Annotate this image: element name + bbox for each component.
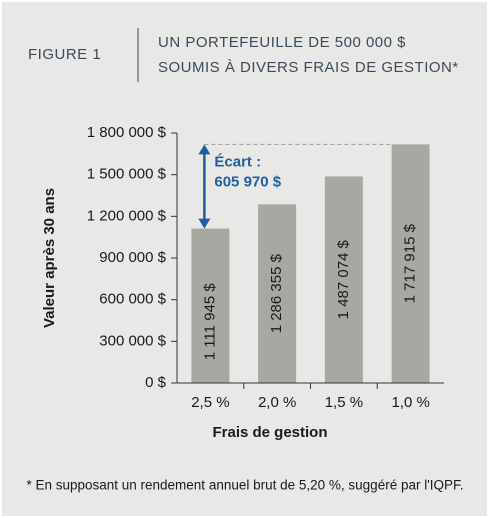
value-label: 1 111 945 $: [201, 283, 218, 361]
arrow-head: [198, 144, 211, 155]
y-tick-label: 900 000 $: [99, 249, 166, 266]
y-tick-label: 0 $: [145, 374, 167, 391]
annotation: Écart :: [214, 153, 261, 170]
arrow-head: [198, 218, 211, 229]
footnote: * En supposant un rendement annuel brut …: [26, 478, 463, 493]
x-tick-label: 2,0 %: [258, 394, 296, 411]
x-tick-label: 2,5 %: [191, 394, 229, 411]
title-line: UN PORTEFEUILLE DE 500 000 $: [158, 34, 406, 51]
x-tick-label: 1,5 %: [325, 394, 363, 411]
figure-label: FIGURE 1: [28, 46, 101, 63]
x-tick-label: 1,0 %: [391, 394, 429, 411]
y-tick-label: 1 500 000 $: [87, 166, 167, 183]
annotation: 605 970 $: [214, 173, 281, 190]
bar: [391, 144, 430, 383]
y-tick-label: 1 800 000 $: [87, 124, 167, 141]
y-tick-label: 1 200 000 $: [87, 207, 167, 224]
value-label: 1 286 355 $: [268, 253, 285, 333]
value-label: 1 487 074 $: [335, 239, 352, 319]
value-label: 1 717 915 $: [402, 223, 419, 303]
y-axis-label: Valeur après 30 ans: [41, 188, 58, 328]
x-axis-label: Frais de gestion: [212, 424, 327, 441]
bar: [258, 204, 297, 383]
bar: [324, 176, 363, 383]
title-line: SOUMIS À DIVERS FRAIS DE GESTION*: [158, 59, 459, 76]
y-tick-label: 300 000 $: [99, 332, 166, 349]
y-tick-label: 600 000 $: [99, 291, 166, 308]
bar: [191, 228, 230, 383]
